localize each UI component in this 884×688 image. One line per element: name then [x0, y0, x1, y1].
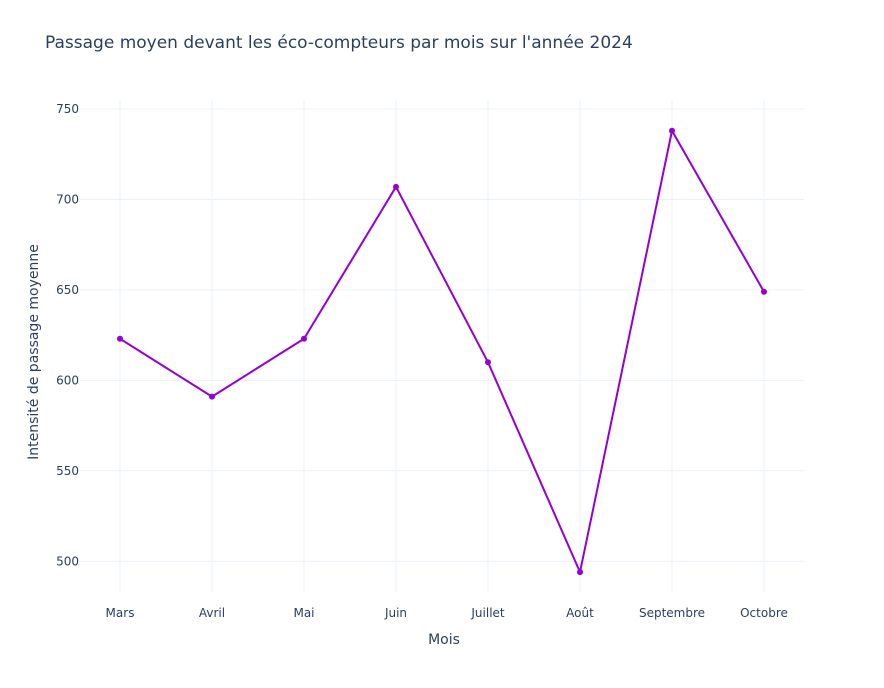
data-point[interactable]	[209, 393, 215, 400]
data-point[interactable]	[117, 335, 123, 342]
x-tick-label: Mai	[293, 606, 314, 620]
y-tick-label: 550	[56, 464, 79, 478]
data-point[interactable]	[485, 359, 491, 366]
data-point[interactable]	[577, 569, 583, 576]
x-tick-label: Mars	[106, 606, 135, 620]
x-tick-label: Avril	[199, 606, 225, 620]
x-tick-label: Juin	[384, 606, 407, 620]
y-tick-label: 500	[56, 554, 79, 568]
x-tick-label: Juillet	[470, 606, 505, 620]
y-tick-label: 650	[56, 283, 79, 297]
data-point[interactable]	[393, 183, 399, 190]
x-axis-title: Mois	[428, 632, 460, 648]
x-tick-label: Octobre	[740, 606, 788, 620]
y-axis-title: Intensité de passage moyenne	[26, 244, 42, 460]
series-layer	[117, 127, 767, 576]
series-line	[119, 129, 765, 574]
x-tick-label: Août	[566, 606, 594, 620]
data-point[interactable]	[761, 288, 767, 295]
y-tick-label: 700	[56, 192, 79, 206]
x-tick-label: Septembre	[639, 606, 705, 620]
grid-layer	[80, 100, 804, 592]
chart-title: Passage moyen devant les éco-compteurs p…	[45, 33, 633, 53]
data-point[interactable]	[669, 127, 675, 134]
label-layer: Mars Avril Mai Juin Juillet Août Septembre Octo…	[56, 102, 788, 620]
y-tick-label: 750	[56, 102, 79, 116]
y-tick-label: 600	[56, 373, 79, 387]
data-point[interactable]	[301, 335, 307, 342]
